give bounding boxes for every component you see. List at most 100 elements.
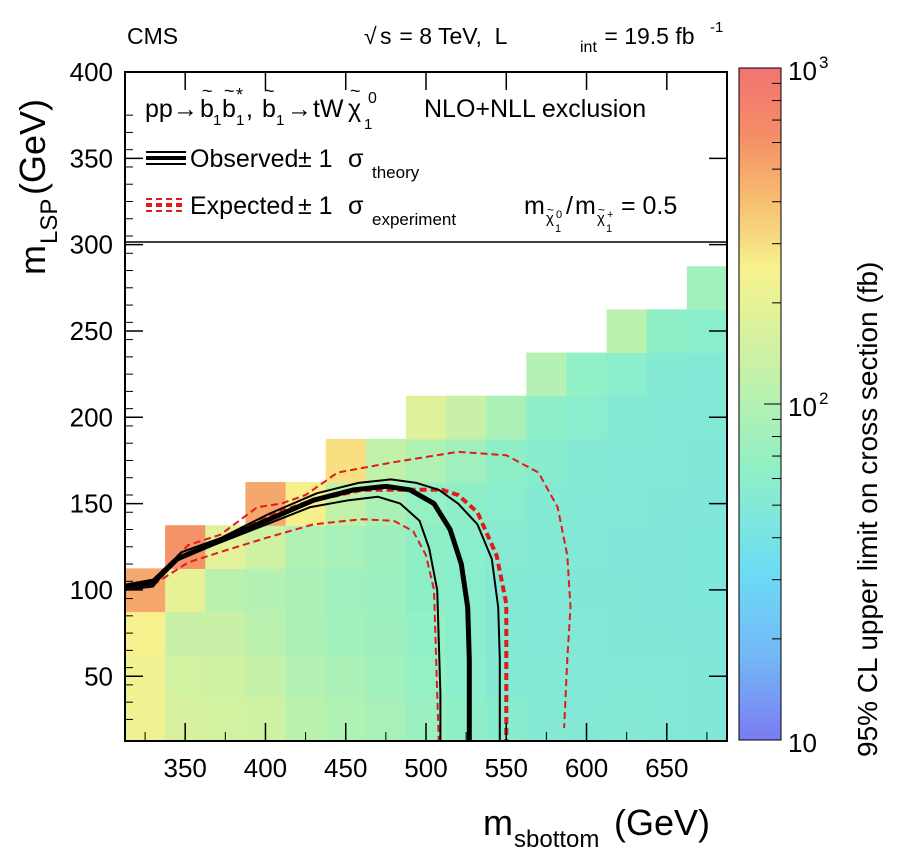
heatmap-cell xyxy=(646,568,688,613)
ratio-tilde2: ~ xyxy=(598,203,605,217)
heatmap-cells xyxy=(125,266,727,741)
heatmap-cell xyxy=(646,611,688,656)
process-tilde3: ~ xyxy=(264,81,275,101)
y-title-sub: LSP xyxy=(36,199,63,244)
ratio-m1: m xyxy=(524,192,545,220)
heatmap-cell xyxy=(526,611,568,656)
x-tick-label: 450 xyxy=(324,753,367,783)
heatmap-cell xyxy=(566,482,608,526)
heatmap-cell xyxy=(165,611,206,656)
y-tick-label: 350 xyxy=(70,143,113,173)
process-sub3: 1 xyxy=(276,112,284,129)
header-energy-lumi: √ s = 8 TeV, L int = 19.5 fb -1 xyxy=(364,19,723,56)
heatmap-cell xyxy=(606,525,648,569)
heatmap-cell xyxy=(686,438,727,483)
legend-observed-sub: theory xyxy=(372,163,420,182)
process-b3: b xyxy=(262,95,276,123)
heatmap-cell xyxy=(646,438,688,483)
heatmap-cell xyxy=(606,654,648,699)
legend-observed-sigma: σ xyxy=(348,145,364,173)
x-axis-title: m sbottom (GeV) xyxy=(483,802,710,853)
heatmap-cell xyxy=(686,611,727,656)
x-title-unit: (GeV) xyxy=(604,802,710,843)
ratio-slash: / xyxy=(566,192,573,220)
heatmap-cell xyxy=(566,568,608,613)
process-b2: b xyxy=(222,95,236,123)
heatmap-cell xyxy=(606,568,648,613)
x-tick-label: 400 xyxy=(244,753,287,783)
heatmap-cell xyxy=(606,395,648,440)
process-sub2: 1 xyxy=(236,112,244,129)
exclusion-curves xyxy=(125,450,572,741)
ratio-chi2: χ xyxy=(597,210,605,227)
energy-label: = 8 TeV, L xyxy=(393,23,508,49)
process-tilde1: ~ xyxy=(202,81,213,101)
heatmap-cell xyxy=(646,525,688,569)
lumi-value: = 19.5 fb xyxy=(598,23,695,49)
heatmap-cell xyxy=(646,395,688,440)
heatmap-cell xyxy=(405,611,447,656)
process-sub1: 1 xyxy=(213,112,221,129)
process-tilde4: ~ xyxy=(350,81,361,101)
process-tilde2: ~ xyxy=(224,81,235,101)
legend-observed-pm: ± 1 xyxy=(298,145,333,173)
heatmap-cell xyxy=(205,568,246,613)
heatmap-cell xyxy=(365,438,407,483)
colorbar-label-base: 10 xyxy=(788,728,817,758)
heatmap-cell xyxy=(205,654,246,699)
heatmap-cell xyxy=(365,654,407,699)
heatmap-cell xyxy=(566,525,608,569)
heatmap-cell xyxy=(566,438,608,483)
x-title-sub: sbottom xyxy=(514,826,599,853)
x-tick-label: 500 xyxy=(404,753,447,783)
process-chi-sup: 0 xyxy=(368,90,377,107)
process-b1: b xyxy=(200,95,214,123)
colorbar-title: 95% CL upper limit on cross section (fb) xyxy=(852,262,883,757)
heatmap-cell xyxy=(165,568,206,613)
experiment-label: CMS xyxy=(127,23,178,49)
y-tick-label: 300 xyxy=(70,230,113,260)
heatmap-cell xyxy=(526,568,568,613)
ratio-chi1: χ xyxy=(546,210,554,227)
y-axis-title: m LSP (GeV) xyxy=(12,99,63,275)
lumi-superscript: -1 xyxy=(710,19,723,36)
y-tick-label: 50 xyxy=(84,661,113,691)
y-tick-label: 100 xyxy=(70,575,113,605)
heatmap-cell xyxy=(325,611,367,656)
heatmap-cell xyxy=(405,525,447,569)
process-chi-sub: 1 xyxy=(364,116,372,133)
legend-expected-text: Expected xyxy=(190,192,294,220)
colorbar-ticks xyxy=(764,67,781,741)
heatmap-cell xyxy=(245,568,287,613)
y-tick-label: 200 xyxy=(70,402,113,432)
heatmap-cell xyxy=(205,611,246,656)
heatmap-cell xyxy=(566,395,608,440)
heatmap-cell xyxy=(526,352,568,397)
x-tick-label: 550 xyxy=(485,753,528,783)
heatmap-cell xyxy=(405,395,447,440)
lumi-subscript: int xyxy=(580,39,597,56)
colorbar-label-exp: 2 xyxy=(819,389,828,408)
heatmap-cell xyxy=(405,438,447,483)
y-title-m: m xyxy=(12,245,53,275)
colorbar-label-exp: 3 xyxy=(819,53,828,72)
expected-plus1sigma-curve xyxy=(152,450,572,729)
heatmap-cell xyxy=(486,438,527,483)
heatmap-cell xyxy=(365,525,407,569)
process-comma: , xyxy=(246,95,253,123)
observed-curve xyxy=(125,483,472,741)
process-tW: tW xyxy=(306,95,344,123)
heatmap-cell xyxy=(526,438,568,483)
legend-process: pp → b ~ 1 b ~ 1 * , b ~ 1 → tW χ ~ 0 1 … xyxy=(145,81,646,133)
heatmap-cell xyxy=(325,568,367,613)
x-title-m: m xyxy=(483,802,513,843)
x-tick-label: 600 xyxy=(565,753,608,783)
y-tick-label: 250 xyxy=(70,316,113,346)
heatmap-cell xyxy=(245,611,287,656)
process-star: * xyxy=(236,85,243,105)
heatmap-cell xyxy=(646,482,688,526)
heatmap-cell xyxy=(566,352,608,397)
process-pp: pp xyxy=(145,95,173,123)
heatmap-cell xyxy=(606,309,648,354)
heatmap-cell xyxy=(686,352,727,397)
